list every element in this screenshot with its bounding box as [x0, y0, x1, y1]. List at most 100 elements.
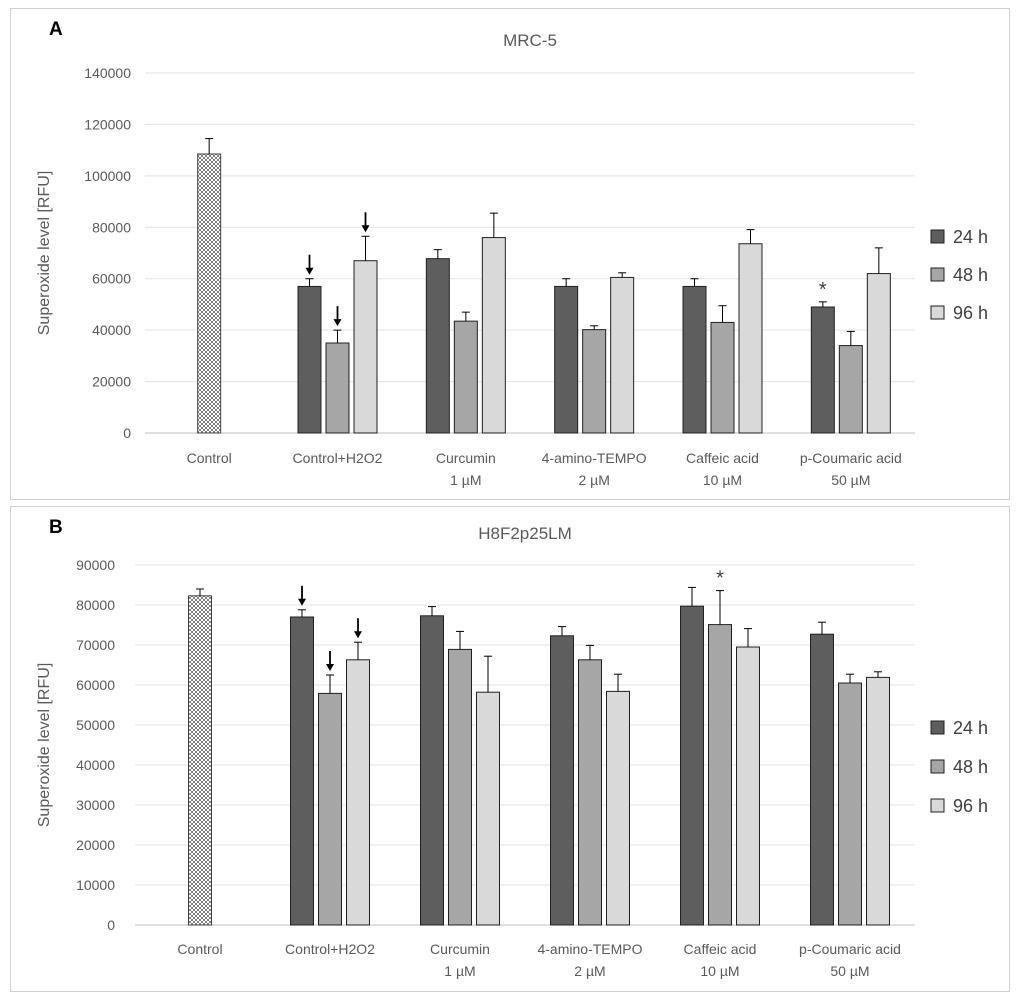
y-tick-label: 100000 — [84, 168, 131, 184]
chart-h8f2p25lm: H8F2p25LM Superoxide level [RFU] 0 10000 200… — [36, 524, 988, 979]
chart-mrc5: MRC-5 Superoxide level [RFU] 0 20000 40000 60… — [36, 31, 988, 488]
x-tick-label-unit: 2 µM — [578, 472, 609, 488]
bar-control — [188, 595, 212, 926]
y-axis-label: Superoxide level [RFU] — [36, 663, 53, 828]
x-tick-label: Caffeic acid — [684, 941, 757, 957]
bar-48h — [838, 345, 863, 434]
legend-label: 48 h — [953, 265, 988, 285]
bar-96h — [481, 237, 506, 434]
legend-swatch — [930, 229, 945, 244]
panel-letter-b: B — [49, 517, 63, 538]
panel-b: B H8F2p25LM Superoxide level [RFU] 0 10000 2… — [10, 506, 1010, 992]
arrow-head-icon — [361, 225, 370, 233]
y-tick-label: 10000 — [76, 877, 115, 893]
bar-96h — [738, 243, 763, 434]
y-tick-label: 20000 — [92, 374, 131, 390]
x-tick-label: Curcumin — [430, 941, 490, 957]
legend-swatch — [930, 720, 945, 735]
y-tick-label: 80000 — [92, 219, 131, 235]
bar-48h — [448, 648, 472, 926]
x-tick-label-unit: 10 µM — [700, 963, 739, 979]
significance-asterisk: * — [819, 279, 827, 301]
bar-24h — [550, 635, 574, 926]
x-tick-label: Control+H2O2 — [285, 941, 375, 957]
legend-label: 96 h — [953, 303, 988, 323]
y-tick-label: 40000 — [76, 757, 115, 773]
y-tick-label: 30000 — [76, 797, 115, 813]
x-tick-label: Curcumin — [436, 450, 496, 466]
arrow-head-icon — [326, 664, 334, 671]
bar-96h — [610, 276, 635, 434]
y-tick-label: 40000 — [92, 322, 131, 338]
bar-48h — [582, 329, 607, 434]
legend-label: 24 h — [953, 227, 988, 247]
bar-96h — [866, 273, 891, 434]
legend-label: 96 h — [953, 796, 988, 816]
bar-48h — [318, 692, 342, 926]
arrow-head-icon — [333, 319, 342, 327]
y-tick-label: 60000 — [76, 677, 115, 693]
y-tick-label: 60000 — [92, 271, 131, 287]
y-tick-label: 140000 — [84, 65, 131, 81]
legend-swatch — [930, 798, 945, 813]
bar-48h — [578, 659, 602, 926]
x-tick-label: 4-amino-TEMPO — [542, 450, 647, 466]
x-tick-label-unit: 1 µM — [444, 963, 475, 979]
x-tick-label: 4-amino-TEMPO — [537, 941, 642, 957]
bar-24h — [290, 616, 314, 926]
y-axis-label: Superoxide level [RFU] — [36, 171, 53, 336]
bar-24h — [810, 633, 834, 926]
bar-24h — [810, 306, 835, 434]
x-tick-label: Caffeic acid — [686, 450, 759, 466]
bar-48h — [325, 342, 350, 434]
x-tick-label-unit: 50 µM — [830, 963, 869, 979]
y-tick-label: 50000 — [76, 717, 115, 733]
y-tick-label: 90000 — [76, 557, 115, 573]
bar-24h — [682, 285, 707, 434]
chart-title: MRC-5 — [503, 31, 557, 50]
legend-swatch — [930, 759, 945, 774]
bar-96h — [346, 659, 370, 926]
x-tick-label-unit: 10 µM — [703, 472, 742, 488]
bar-24h — [297, 285, 322, 434]
bar-96h — [353, 260, 378, 434]
significance-asterisk: * — [716, 568, 724, 590]
y-tick-label: 0 — [123, 425, 131, 441]
y-tick-label: 80000 — [76, 597, 115, 613]
panel-a: A MRC-5 Superoxide level [RFU] 0 20000 40000… — [10, 8, 1010, 500]
arrow-head-icon — [354, 631, 362, 639]
x-tick-label-unit: 2 µM — [574, 963, 605, 979]
bar-48h — [453, 320, 478, 434]
y-tick-label: 70000 — [76, 637, 115, 653]
bar-control — [197, 153, 222, 434]
bar-48h — [838, 682, 862, 926]
x-tick-label: p-Coumaric acid — [800, 450, 902, 466]
legend-swatch — [930, 267, 945, 282]
arrow-head-icon — [305, 267, 314, 275]
bar-48h — [710, 321, 735, 434]
arrow-head-icon — [298, 598, 306, 606]
legend-label: 24 h — [953, 718, 988, 738]
bar-96h — [866, 676, 890, 926]
legend-label: 48 h — [953, 757, 988, 777]
x-tick-label-unit: 50 µM — [831, 472, 870, 488]
y-tick-label: 120000 — [84, 116, 131, 132]
bar-48h — [708, 624, 732, 926]
y-tick-label: 0 — [107, 917, 115, 933]
bar-24h — [425, 258, 450, 434]
legend-swatch — [930, 305, 945, 320]
y-tick-label: 20000 — [76, 837, 115, 853]
bar-24h — [554, 285, 579, 434]
bar-24h — [420, 615, 444, 926]
bar-24h — [680, 605, 704, 926]
x-tick-label: Control — [187, 450, 232, 466]
bar-96h — [476, 691, 500, 926]
bar-96h — [606, 690, 630, 926]
bar-96h — [736, 646, 760, 926]
x-tick-label-unit: 1 µM — [450, 472, 481, 488]
panel-letter-a: A — [49, 19, 63, 40]
chart-title: H8F2p25LM — [478, 524, 572, 543]
x-tick-label: Control+H2O2 — [293, 450, 383, 466]
x-tick-label: Control — [177, 941, 222, 957]
x-tick-label: p-Coumaric acid — [799, 941, 901, 957]
